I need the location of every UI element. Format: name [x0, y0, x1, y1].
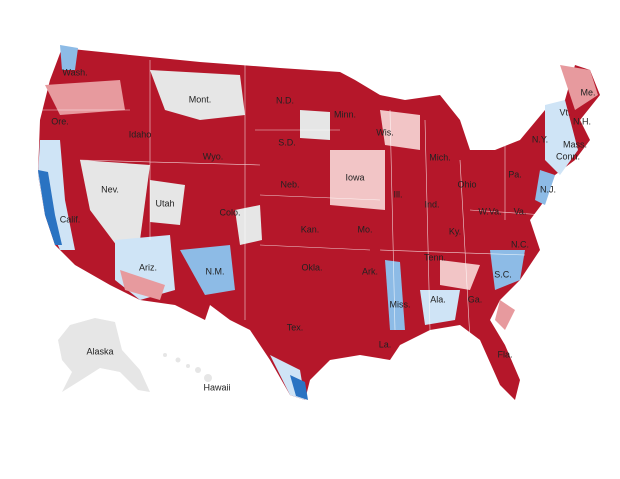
state-label: Miss. [390, 299, 411, 309]
state-label: Kan. [301, 224, 320, 234]
us-mainland [38, 48, 600, 400]
state-label: La. [379, 339, 392, 349]
area [560, 65, 598, 110]
area [420, 290, 460, 325]
area [385, 260, 405, 330]
state-label: Mass. [563, 139, 587, 149]
state-labels: Wash. Mont. N.D. Ore. Idaho S.D. Minn. Wis. Mich… [51, 67, 595, 392]
state-label: Conn. [556, 151, 580, 161]
state-label: Tex. [287, 322, 304, 332]
state-label: Mo. [357, 224, 372, 234]
area [180, 245, 235, 295]
state-label: Ill. [394, 189, 403, 199]
hawaii-island [195, 367, 201, 373]
mainland [38, 45, 600, 400]
state-label: Minn. [334, 109, 356, 119]
state-label: N.Y. [532, 134, 548, 144]
hawaii-island [204, 374, 212, 382]
state-label: N.H. [573, 116, 591, 126]
area [60, 45, 78, 70]
area [545, 100, 578, 175]
area [38, 140, 75, 250]
state-label: Ark. [362, 266, 378, 276]
state-label: Wash. [62, 67, 87, 77]
area [490, 250, 525, 290]
state-label: Ga. [468, 294, 483, 304]
state-label: Pa. [508, 169, 522, 179]
state-label: Utah [155, 198, 174, 208]
state-label: Mich. [429, 152, 451, 162]
hawaii-island [163, 353, 167, 357]
alaska [58, 318, 150, 392]
area [120, 270, 165, 300]
area [150, 70, 245, 120]
state-label: Wyo. [203, 151, 223, 161]
state-label: Neb. [280, 179, 299, 189]
state-label: N.M. [206, 266, 225, 276]
state-label: Ore. [51, 116, 69, 126]
state-label: Idaho [129, 129, 152, 139]
area [330, 150, 385, 210]
state-label: Hawaii [203, 382, 230, 392]
state-label: N.J. [540, 184, 556, 194]
area [495, 300, 515, 330]
state-label: Vt. [559, 107, 570, 117]
area [300, 110, 330, 140]
area [80, 160, 150, 250]
area [440, 260, 480, 290]
area [150, 180, 185, 225]
area [45, 80, 125, 115]
state-label: Mont. [189, 94, 212, 104]
state-label: Ind. [424, 199, 439, 209]
state-label: Iowa [345, 172, 364, 182]
state-label: Fla. [497, 349, 512, 359]
hawaii-island [186, 364, 190, 368]
state-label: S.C. [494, 269, 512, 279]
area [38, 170, 62, 245]
state-label: S.D. [278, 137, 296, 147]
state-label: Tenn. [424, 252, 446, 262]
state-label: Ariz. [139, 262, 157, 272]
area [290, 375, 308, 400]
state-label: Colo. [219, 207, 240, 217]
state-label: N.D. [276, 95, 294, 105]
area [535, 170, 555, 205]
state-border [40, 60, 546, 341]
state-label: Nev. [101, 184, 119, 194]
state-label: W.Va. [478, 206, 501, 216]
state-label: Ala. [430, 294, 446, 304]
state-label: Va. [514, 206, 527, 216]
state-label: Calif. [60, 214, 81, 224]
area [235, 205, 262, 245]
state-label: N.C. [511, 239, 529, 249]
hawaii-island [175, 357, 181, 363]
state-label: Wis. [376, 127, 394, 137]
state-label: Ky. [449, 226, 461, 236]
state-label: Okla. [301, 262, 322, 272]
alaska-hawaii [58, 318, 212, 392]
state-label: Ohio [457, 179, 476, 189]
state-label: Alaska [86, 346, 113, 356]
state-label: Me. [580, 87, 595, 97]
